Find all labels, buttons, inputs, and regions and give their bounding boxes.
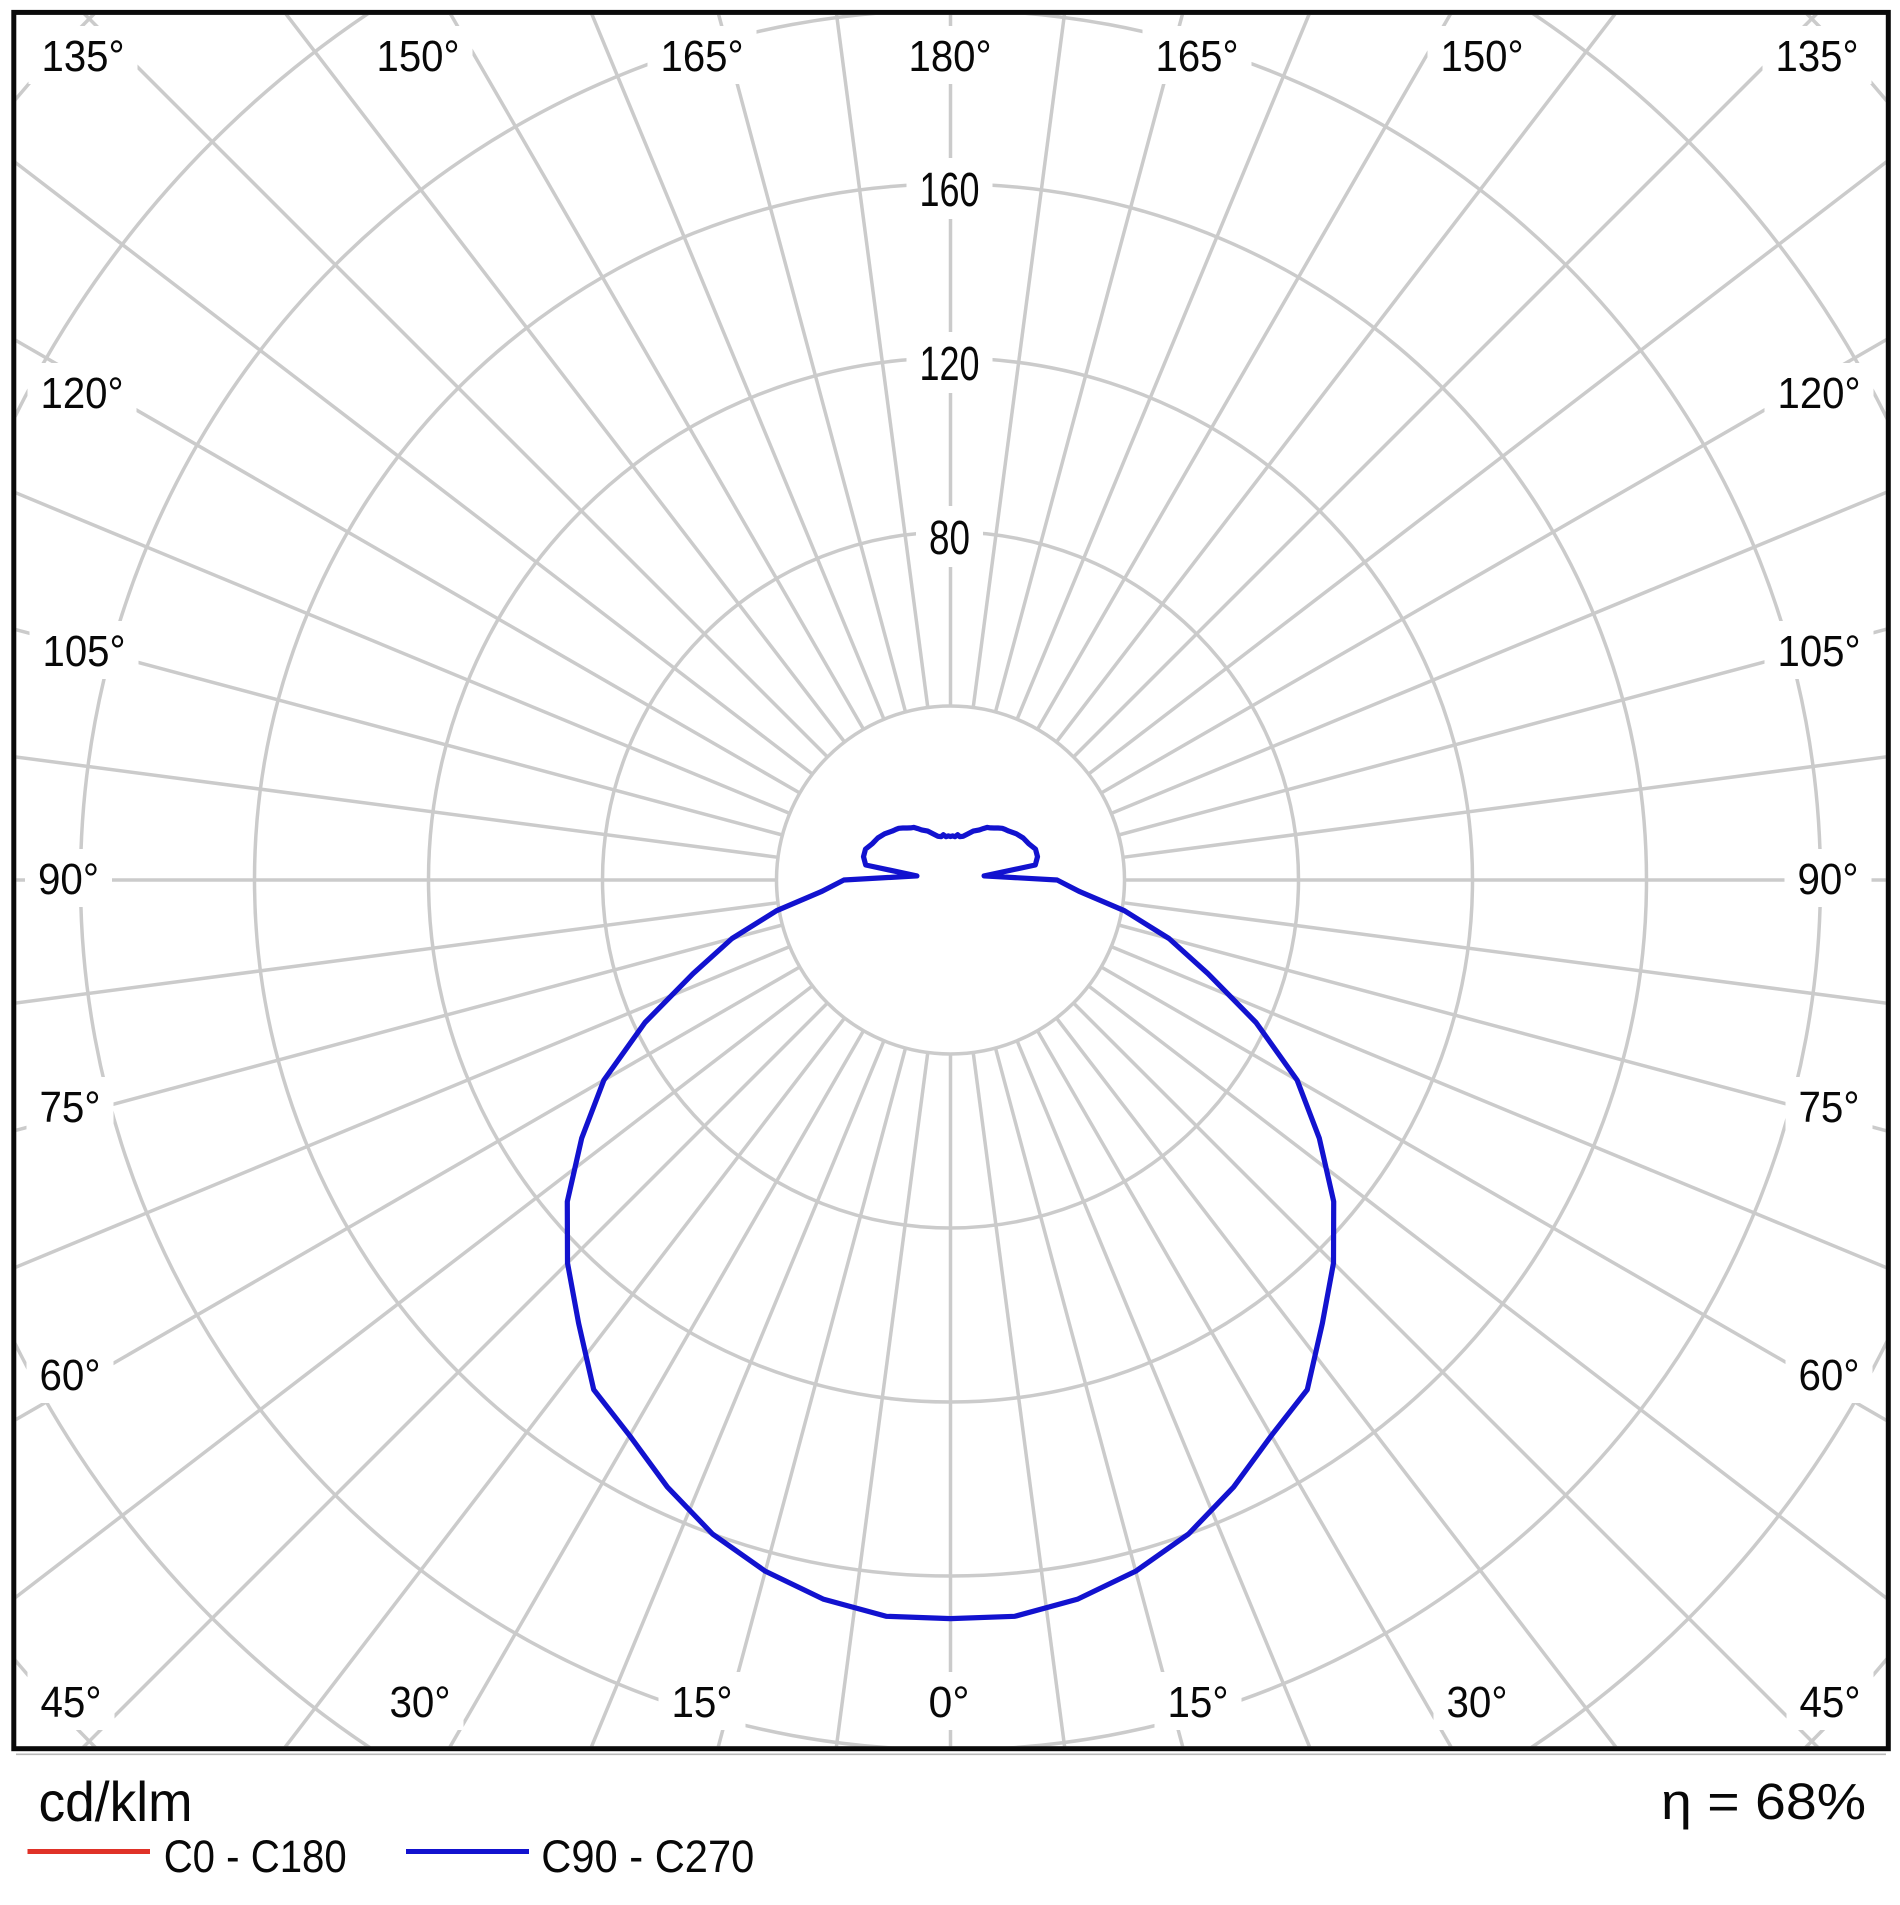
svg-text:30°: 30° [1447, 1678, 1508, 1727]
svg-text:60°: 60° [1799, 1351, 1860, 1400]
svg-text:90°: 90° [38, 855, 99, 904]
svg-text:15°: 15° [672, 1678, 733, 1727]
svg-text:30°: 30° [390, 1678, 451, 1727]
svg-text:165°: 165° [661, 32, 744, 81]
svg-text:75°: 75° [1799, 1083, 1860, 1132]
svg-text:105°: 105° [43, 627, 126, 676]
svg-text:45°: 45° [1800, 1678, 1861, 1727]
svg-text:90°: 90° [1798, 855, 1859, 904]
svg-text:60°: 60° [40, 1351, 101, 1400]
svg-text:45°: 45° [41, 1678, 102, 1727]
svg-text:150°: 150° [377, 32, 460, 81]
svg-text:135°: 135° [42, 32, 125, 81]
svg-text:120: 120 [920, 338, 980, 391]
svg-text:C0 - C180: C0 - C180 [164, 1831, 347, 1882]
svg-text:cd/klm: cd/klm [39, 1770, 193, 1833]
svg-text:165°: 165° [1156, 32, 1239, 81]
svg-text:150°: 150° [1441, 32, 1524, 81]
svg-text:135°: 135° [1776, 32, 1859, 81]
svg-text:80: 80 [929, 512, 970, 565]
svg-text:160: 160 [920, 164, 980, 217]
svg-text:120°: 120° [41, 369, 124, 418]
svg-text:180°: 180° [909, 32, 992, 81]
svg-text:15°: 15° [1168, 1678, 1229, 1727]
svg-text:C90 - C270: C90 - C270 [541, 1831, 754, 1882]
svg-text:0°: 0° [929, 1678, 970, 1727]
svg-text:η = 68%: η = 68% [1661, 1773, 1866, 1830]
svg-text:105°: 105° [1778, 627, 1861, 676]
svg-text:75°: 75° [40, 1083, 101, 1132]
svg-text:120°: 120° [1778, 369, 1861, 418]
